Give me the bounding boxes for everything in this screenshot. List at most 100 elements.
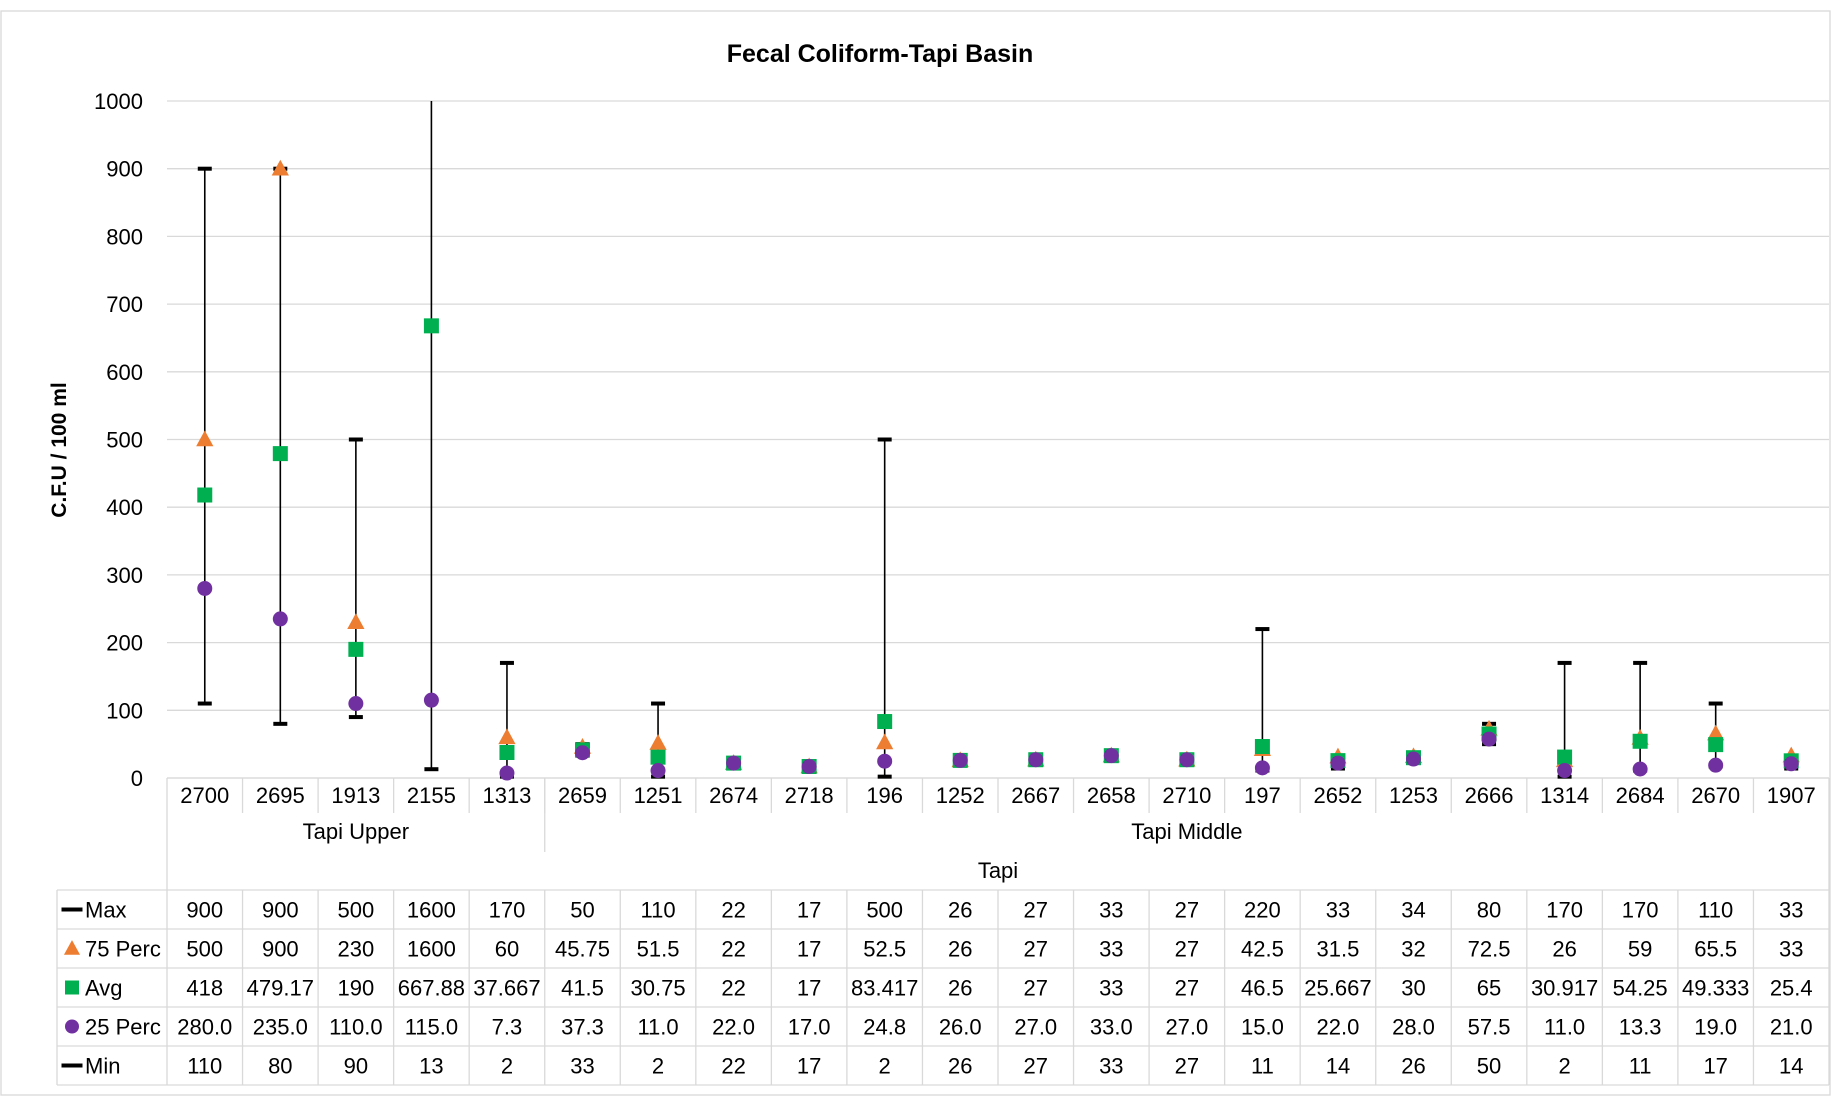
marker-p25 (801, 758, 817, 774)
table-cell-max: 33 (1099, 898, 1123, 923)
table-cell-min: 27 (1024, 1054, 1048, 1079)
table-cell-avg: 479.17 (247, 976, 314, 1001)
category-label: 196 (866, 783, 903, 808)
table-cell-max: 500 (866, 898, 903, 923)
y-tick-label: 600 (106, 360, 143, 385)
table-cell-p75: 500 (186, 937, 223, 962)
table-cell-max: 110 (641, 898, 676, 923)
table-cell-p25: 27.0 (1014, 1015, 1057, 1040)
table-cell-min: 11 (1629, 1054, 1652, 1079)
table-cell-p25: 22.0 (712, 1015, 755, 1040)
table-cell-avg: 37.667 (473, 976, 540, 1001)
table-cell-p75: 17 (797, 937, 821, 962)
table-cell-p75: 33 (1779, 937, 1803, 962)
legend-marker-p25 (65, 1019, 79, 1034)
table-cell-p75: 22 (721, 937, 745, 962)
chart-frame (0, 10, 1831, 1096)
marker-p75 (876, 733, 894, 750)
table-cell-p25: 22.0 (1317, 1015, 1360, 1040)
marker-p75 (196, 430, 214, 447)
marker-p25 (877, 753, 893, 769)
table-cell-min: 80 (268, 1054, 292, 1079)
table-cell-max: 33 (1779, 898, 1803, 923)
marker-avg (1708, 737, 1724, 753)
legend-label-avg: Avg (85, 976, 123, 1001)
category-label: 1251 (634, 783, 683, 808)
table-cell-p75: 52.5 (863, 937, 906, 962)
marker-p25 (726, 755, 742, 771)
marker-p25 (272, 611, 288, 627)
marker-p25 (1254, 760, 1270, 776)
table-cell-max: 500 (338, 898, 375, 923)
category-label: 1913 (331, 783, 380, 808)
table-cell-max: 27 (1024, 898, 1048, 923)
marker-avg (423, 318, 439, 334)
y-tick-label: 100 (106, 698, 143, 723)
table-cell-min: 17 (1703, 1054, 1727, 1079)
marker-p25 (575, 745, 590, 761)
category-label: 1907 (1767, 783, 1816, 808)
table-cell-max: 170 (489, 898, 526, 923)
chart-title: Fecal Coliform-Tapi Basin (727, 40, 1034, 68)
table-cell-p75: 60 (495, 937, 519, 962)
table-cell-p25: 57.5 (1468, 1015, 1511, 1040)
group-label: Tapi Upper (303, 819, 409, 844)
table-cell-p25: 11.0 (637, 1015, 678, 1040)
supergroup-label: Tapi (978, 858, 1018, 883)
table-cell-avg: 22 (721, 976, 745, 1001)
table-cell-max: 22 (721, 898, 745, 923)
table-cell-p25: 115.0 (405, 1015, 458, 1040)
marker-p75 (347, 613, 365, 630)
table-cell-p25: 280.0 (177, 1015, 232, 1040)
table-cell-min: 11 (1251, 1054, 1274, 1079)
data-table: 2700 2695 1913 2155 1313 2659 1251 2674 2718 196 1… (56, 777, 1830, 1086)
category-label: 2695 (256, 783, 305, 808)
y-tick-label: 400 (106, 495, 143, 520)
table-cell-min: 90 (344, 1054, 368, 1079)
table-cell-p25: 11.0 (1544, 1015, 1585, 1040)
table-cell-avg: 33 (1099, 976, 1123, 1001)
table-cell-p75: 42.5 (1241, 937, 1284, 962)
table-cell-avg: 30.917 (1531, 976, 1598, 1001)
data-markers (196, 159, 1800, 781)
category-label: 2684 (1616, 783, 1665, 808)
marker-avg (499, 744, 515, 760)
marker-p25 (1103, 748, 1119, 764)
marker-p25 (1708, 757, 1724, 773)
y-tick-label: 500 (106, 428, 143, 453)
marker-avg (1254, 739, 1270, 755)
category-label: 2700 (180, 783, 229, 808)
table-cell-max: 34 (1401, 898, 1425, 923)
table-cell-p75: 65.5 (1694, 937, 1737, 962)
marker-p25 (1179, 752, 1195, 768)
marker-avg (877, 714, 893, 730)
marker-p25 (1330, 755, 1346, 771)
table-cell-p25: 33.0 (1090, 1015, 1133, 1040)
marker-p25 (423, 692, 439, 708)
category-label: 2155 (407, 783, 456, 808)
legend-label-min: Min (85, 1054, 120, 1079)
table-cell-max: 27 (1175, 898, 1199, 923)
y-axis-label: C.F.U / 100 ml (48, 382, 71, 517)
table-cell-p75: 230 (338, 937, 375, 962)
y-axis-ticks: 0 100 200 300 400 500 600 700 800 900 1000 (94, 89, 143, 791)
table-cell-max: 900 (186, 898, 223, 923)
table-cell-avg: 65 (1477, 976, 1501, 1001)
y-tick-label: 200 (106, 631, 143, 656)
table-cell-min: 17 (797, 1054, 821, 1079)
table-cell-p25: 110.0 (329, 1015, 382, 1040)
table-cell-p25: 13.3 (1619, 1015, 1662, 1040)
group-label: Tapi Middle (1131, 819, 1242, 844)
table-cell-min: 50 (1477, 1054, 1501, 1079)
table-cell-min: 22 (721, 1054, 745, 1079)
table-cell-min: 14 (1779, 1054, 1803, 1079)
marker-p25 (348, 696, 364, 712)
table-cell-p75: 51.5 (637, 937, 680, 962)
marker-p25 (1557, 763, 1573, 779)
table-cell-max: 170 (1546, 898, 1583, 923)
table-cell-p75: 27 (1024, 937, 1048, 962)
table-cell-min: 13 (419, 1054, 443, 1079)
table-cell-avg: 25.667 (1304, 976, 1371, 1001)
marker-p25 (1406, 751, 1421, 767)
marker-avg (650, 749, 666, 765)
